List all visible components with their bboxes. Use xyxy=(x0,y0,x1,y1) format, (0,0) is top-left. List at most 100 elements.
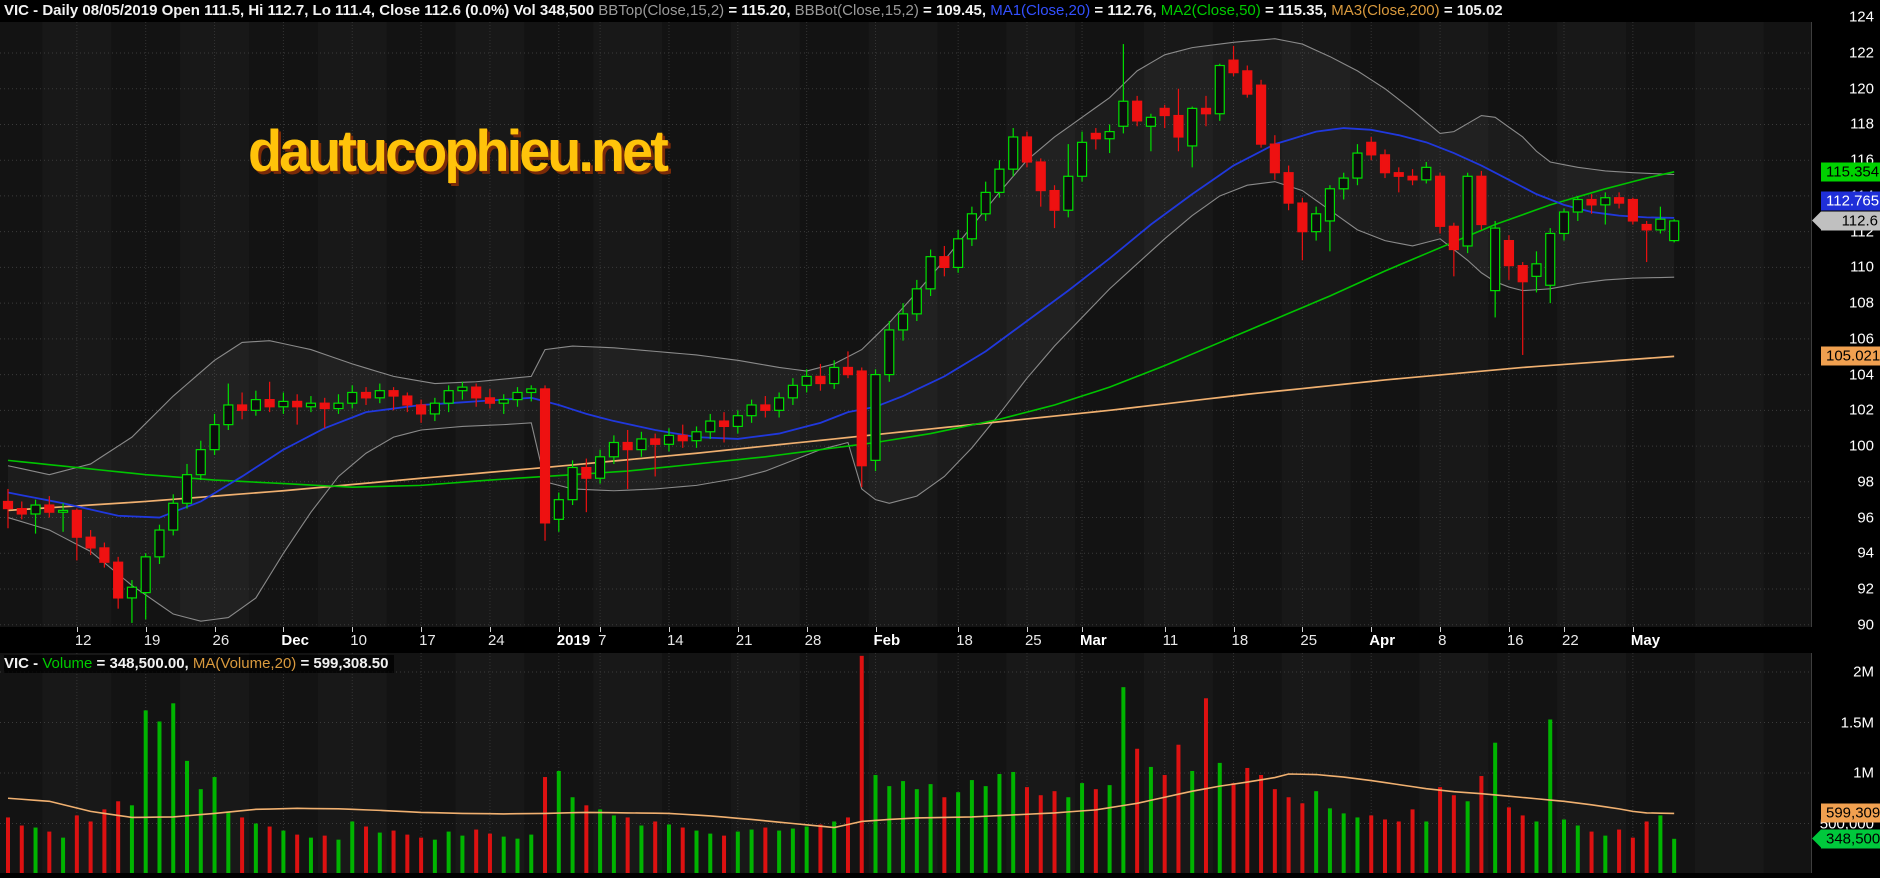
date-axis-label: 22 xyxy=(1562,632,1579,649)
date-tick-mark xyxy=(600,627,602,632)
volume-bar xyxy=(1107,785,1112,874)
date-axis-label: 2019 xyxy=(556,632,591,649)
date-axis-label: 16 xyxy=(1506,632,1524,649)
volume-bar xyxy=(543,777,548,874)
volume-bar xyxy=(901,781,906,874)
candle-body xyxy=(140,556,151,594)
candle-body xyxy=(677,434,688,442)
title-ma1-value: = 112.76, xyxy=(1090,2,1161,19)
volume-bar xyxy=(928,784,933,874)
volume-bar xyxy=(226,811,231,874)
volume-bar xyxy=(1506,807,1511,874)
candle-body xyxy=(1200,107,1212,115)
title-bbbot-value: = 109.45, xyxy=(918,2,991,19)
price-axis-label: 122 xyxy=(1848,44,1874,62)
volume-bar xyxy=(625,817,630,874)
volume-bar xyxy=(377,832,382,874)
volume-bar xyxy=(1534,821,1539,874)
title-bbbot-label: BBBot(Close,15,2) xyxy=(794,2,919,19)
date-tick-mark xyxy=(668,627,670,632)
date-axis-label: 14 xyxy=(666,632,684,649)
candle-body xyxy=(1173,114,1184,138)
volume-bar xyxy=(1410,809,1415,874)
volume-bar xyxy=(185,760,190,874)
volume-bar xyxy=(832,821,837,874)
candle-body xyxy=(347,391,358,404)
date-axis-label: 11 xyxy=(1162,632,1179,649)
volume-bar xyxy=(1011,771,1016,874)
volume-bar xyxy=(157,721,162,874)
volume-bar xyxy=(1259,775,1264,874)
candle-body xyxy=(1421,166,1432,181)
candle-body xyxy=(595,456,606,479)
candle-body xyxy=(1393,172,1404,177)
volume-bar xyxy=(308,837,313,874)
candle-body xyxy=(402,395,413,406)
date-tick-mark xyxy=(1440,627,1442,632)
candle-body xyxy=(1049,189,1060,211)
volume-series xyxy=(6,655,1677,874)
volume-bar xyxy=(1286,797,1291,874)
candle-body xyxy=(209,424,220,451)
volume-bar xyxy=(1203,698,1208,874)
volume-bar xyxy=(1080,783,1085,874)
price-axis[interactable] xyxy=(1812,0,1880,878)
candle-body xyxy=(994,168,1005,193)
volume-bar xyxy=(1630,837,1635,874)
volume-bar xyxy=(405,834,410,874)
candle-body xyxy=(1572,198,1583,213)
volume-bar xyxy=(1383,819,1387,874)
date-tick-mark xyxy=(1371,627,1373,632)
ma200-line xyxy=(7,355,1675,512)
candle-body xyxy=(925,256,936,290)
candle-body xyxy=(126,586,138,599)
volume-bar xyxy=(281,830,286,874)
volume-bar xyxy=(1038,795,1043,874)
date-tick-mark xyxy=(283,627,285,632)
vol-title-ma-label: MA(Volume,20) xyxy=(192,655,297,672)
vol-title-ma-value: = 599,308.50 xyxy=(296,655,389,672)
candle-body xyxy=(1228,59,1239,74)
candle-body xyxy=(223,404,234,426)
candle-body xyxy=(1379,154,1391,174)
vol-last-badge: 348,500 xyxy=(1812,829,1880,849)
date-tick-mark xyxy=(1082,627,1084,632)
candle-body xyxy=(870,374,881,461)
volume-bar xyxy=(143,710,148,874)
volume-bar xyxy=(267,826,272,874)
volume-bar xyxy=(1300,803,1305,874)
candle-body xyxy=(1407,175,1418,181)
date-tick-mark xyxy=(76,627,78,632)
candle-body xyxy=(113,561,124,599)
volume-bar xyxy=(1190,770,1195,874)
candle-body xyxy=(1352,152,1363,179)
date-tick-mark xyxy=(214,627,216,632)
candle-body xyxy=(2,500,14,510)
bb-top-line xyxy=(7,38,1675,476)
volume-bar xyxy=(983,786,988,874)
bb-bot-line xyxy=(7,181,1675,622)
price-axis-label: 106 xyxy=(1848,330,1874,348)
candle-body xyxy=(1269,143,1280,174)
volume-bar xyxy=(956,792,961,874)
volume-bar xyxy=(969,780,974,874)
watermark-logo: dautucophieu.net xyxy=(248,119,669,184)
volume-bar xyxy=(474,829,479,874)
volume-axis-label: 1.5M xyxy=(1840,714,1874,731)
volume-bar xyxy=(460,835,465,874)
date-axis[interactable]: 12 19 26 Dec 10 17 24 2019 7 14 21 28 Feb 18 25 Mar 11 18… xyxy=(0,627,1812,653)
volume-axis-label: 1M xyxy=(1853,764,1874,782)
volume-bar xyxy=(1162,775,1167,874)
volume-bar xyxy=(680,827,685,874)
volume-bar xyxy=(129,805,134,874)
date-tick-mark xyxy=(352,627,354,632)
candle-body xyxy=(1159,107,1170,117)
candle-body xyxy=(57,509,69,513)
volume-bar xyxy=(1272,789,1277,874)
title-main: VIC - Daily 08/05/2019 Open 111.5, Hi 11… xyxy=(4,2,599,19)
date-tick-mark xyxy=(875,627,877,632)
candle-body xyxy=(608,441,619,458)
candle-body xyxy=(1503,240,1515,267)
